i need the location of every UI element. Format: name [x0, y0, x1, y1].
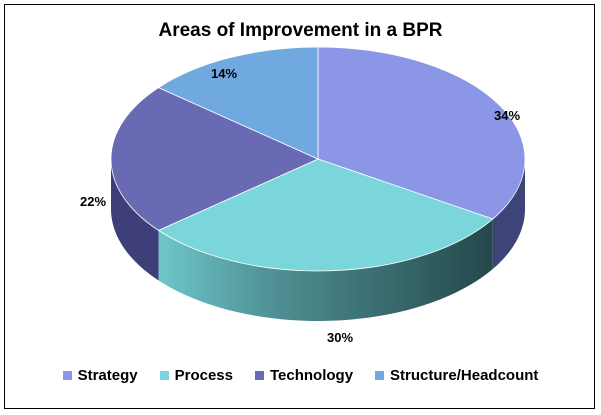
- legend-label: Technology: [269, 366, 354, 384]
- legend-swatch: [159, 370, 169, 380]
- data-label-process: 30%: [327, 330, 353, 345]
- legend-swatch: [62, 370, 72, 380]
- legend-label: Structure/Headcount: [390, 366, 539, 384]
- legend-swatch: [375, 370, 385, 380]
- data-label-technology: 22%: [80, 194, 106, 209]
- legend-item-technology: Technology: [254, 366, 354, 384]
- chart-title: Areas of Improvement in a BPR: [158, 20, 443, 41]
- legend-item-process: Process: [159, 366, 233, 384]
- pie-side-strategy: [492, 159, 525, 270]
- data-label-structure-headcount: 14%: [211, 66, 237, 81]
- pie-slice-technology: [110, 87, 319, 231]
- legend-label: Strategy: [77, 366, 138, 384]
- pie-side-technology: [111, 159, 159, 281]
- legend-item-strategy: Strategy: [62, 366, 138, 384]
- pie-slice-strategy: [317, 46, 526, 220]
- data-label-strategy: 34%: [494, 108, 520, 123]
- legend: Strategy Process Technology Structure/Headc…: [0, 364, 601, 386]
- legend-item-structure-headcount: Structure/Headcount: [375, 367, 538, 384]
- legend-label: Process: [174, 366, 233, 384]
- pie-side-process: [158, 219, 493, 321]
- legend-swatch: [254, 370, 264, 380]
- pie-slice-structure-headcount: [157, 46, 319, 160]
- pie-slice-process: [157, 158, 494, 272]
